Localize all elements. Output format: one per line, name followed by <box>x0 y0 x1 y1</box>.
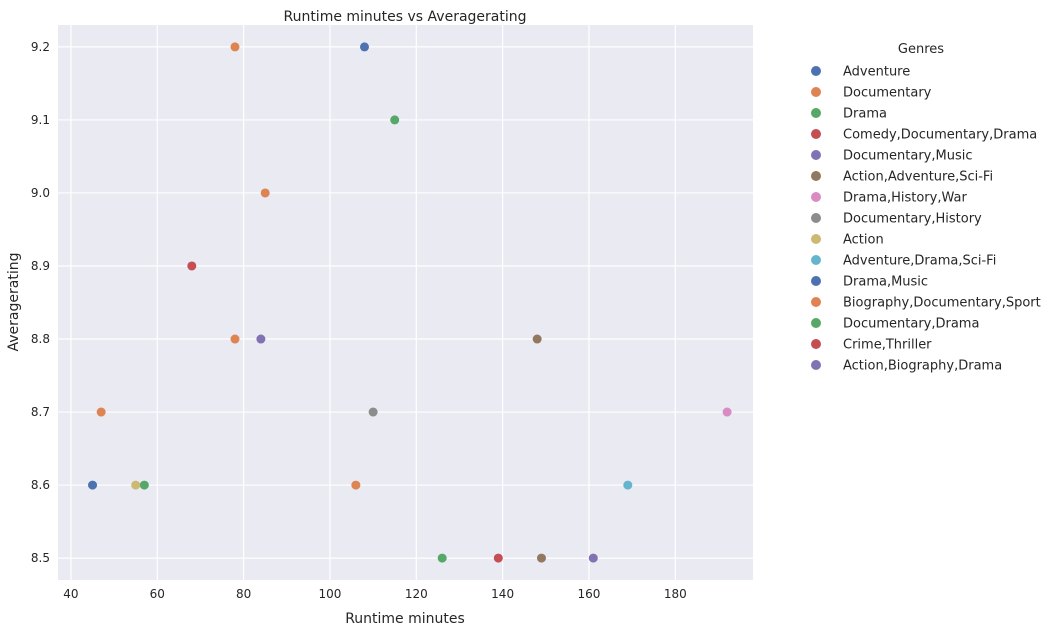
legend-marker <box>811 297 821 307</box>
legend-marker <box>811 255 821 265</box>
legend-marker <box>811 339 821 349</box>
legend-entry: Biography,Documentary,Sport <box>843 296 1041 311</box>
data-point <box>260 188 270 198</box>
data-point <box>256 334 266 344</box>
x-tick-label: 140 <box>491 587 514 601</box>
chart-title: Runtime minutes vs Averagerating <box>283 9 526 25</box>
legend-entry: Action,Biography,Drama <box>843 359 1002 374</box>
legend-entry: Documentary,History <box>843 212 982 227</box>
legend-entry: Comedy,Documentary,Drama <box>843 128 1037 143</box>
data-point <box>131 480 141 490</box>
x-tick-label: 80 <box>236 587 251 601</box>
legend-marker <box>811 192 821 202</box>
x-tick-label: 100 <box>319 587 342 601</box>
y-tick-label: 8.6 <box>31 478 50 492</box>
data-point <box>230 42 240 52</box>
x-axis-label: Runtime minutes <box>345 611 465 625</box>
data-point <box>351 480 361 490</box>
legend-marker <box>811 87 821 97</box>
x-tick-label: 60 <box>150 587 165 601</box>
data-point <box>88 480 98 490</box>
legend-marker <box>811 129 821 139</box>
plot-area <box>58 25 753 580</box>
y-tick-label: 9.2 <box>31 40 50 54</box>
legend-entry: Drama,History,War <box>843 191 967 206</box>
y-axis-label: Averagerating <box>6 253 22 352</box>
x-tick-label: 160 <box>578 587 601 601</box>
data-point <box>96 407 106 417</box>
y-tick-label: 8.5 <box>31 551 50 565</box>
legend-marker <box>811 213 821 223</box>
x-tick-label: 120 <box>405 587 428 601</box>
legend-entry: Drama <box>843 107 887 122</box>
legend-title: Genres <box>898 42 944 57</box>
legend-entry: Crime,Thriller <box>843 338 932 353</box>
data-points <box>88 42 732 563</box>
legend-entry: Documentary,Music <box>843 149 972 164</box>
legend-marker <box>811 171 821 181</box>
legend-entry: Drama,Music <box>843 275 928 290</box>
data-point <box>588 553 598 563</box>
grid-lines <box>58 25 753 580</box>
data-point <box>368 407 378 417</box>
data-point <box>493 553 503 563</box>
legend-marker <box>811 150 821 160</box>
legend-entry: Action <box>843 233 884 248</box>
legend-entry: Documentary <box>843 86 932 101</box>
data-point <box>532 334 542 344</box>
legend-entry: Documentary,Drama <box>843 317 979 332</box>
data-point <box>390 115 400 125</box>
x-tick-label: 40 <box>63 587 78 601</box>
data-point <box>623 480 633 490</box>
data-point <box>187 261 197 271</box>
data-point <box>230 334 240 344</box>
y-tick-label: 8.8 <box>31 332 50 346</box>
legend-marker <box>811 66 821 76</box>
y-tick-labels: 8.5 8.6 8.7 8.8 8.9 9.0 9.1 9.2 <box>31 40 50 565</box>
data-point <box>722 407 732 417</box>
legend-entry: Adventure <box>843 65 910 80</box>
data-point <box>359 42 369 52</box>
data-point <box>139 480 149 490</box>
x-tick-labels: 40 60 80 100 120 140 160 180 <box>63 587 686 601</box>
y-tick-label: 8.9 <box>31 259 50 273</box>
y-tick-label: 9.1 <box>31 113 50 127</box>
y-tick-label: 8.7 <box>31 405 50 419</box>
legend-marker <box>811 108 821 118</box>
legend-marker <box>811 234 821 244</box>
data-point <box>536 553 546 563</box>
y-tick-label: 9.0 <box>31 186 50 200</box>
data-point <box>437 553 447 563</box>
x-tick-label: 180 <box>664 587 687 601</box>
legend-marker <box>811 360 821 370</box>
legend-entry: Action,Adventure,Sci-Fi <box>843 170 993 185</box>
legend-marker <box>811 318 821 328</box>
legend-entry: Adventure,Drama,Sci-Fi <box>843 254 996 269</box>
legend-marker <box>811 276 821 286</box>
legend: Genres Adventure Documentary Drama Comedy,D… <box>811 42 1041 374</box>
